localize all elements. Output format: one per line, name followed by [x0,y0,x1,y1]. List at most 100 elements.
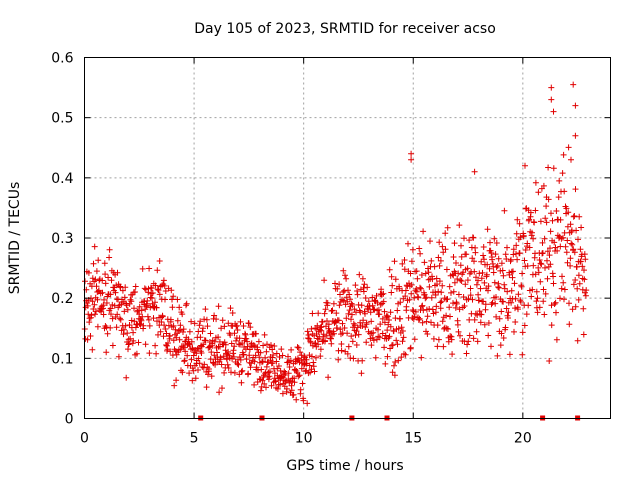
data-point [320,331,327,338]
data-point [238,368,245,375]
data-point [386,333,393,340]
data-point [537,278,544,285]
data-point [348,333,355,340]
data-point [440,343,447,350]
data-point [467,292,474,299]
data-point [364,284,371,291]
data-point [570,246,577,253]
data-point [485,320,492,326]
data-point [427,238,433,245]
data-point [379,291,385,298]
data-point [377,321,384,328]
data-point [173,377,180,384]
data-point [117,316,124,323]
data-point [230,347,237,354]
data-point [375,326,381,333]
data-point [179,369,186,376]
data-point [529,229,535,236]
data-point [239,367,246,374]
x-tick-label: 15 [404,431,422,447]
data-point [384,313,391,320]
data-point [559,273,565,280]
data-point [534,309,541,316]
data-point [363,339,370,346]
data-point [541,311,548,318]
data-point [408,150,415,157]
data-point [552,299,559,306]
data-point [359,323,366,329]
data-point [503,256,510,262]
data-point [435,288,442,295]
data-point [325,374,332,381]
data-point [519,329,526,336]
data-point [208,349,215,356]
data-point [176,336,183,343]
data-point [501,281,508,288]
data-point [484,226,491,233]
data-point [549,217,556,224]
data-point [471,258,477,265]
data-point [447,333,454,340]
data-point [521,322,528,329]
data-point [411,313,418,320]
data-point [408,156,415,163]
data-point [510,268,516,275]
data-point [383,312,390,319]
data-point [502,251,509,258]
data-point [315,310,322,317]
data-point [167,316,174,323]
data-point [557,216,564,223]
data-point [156,291,163,298]
data-point [384,327,391,334]
data-point [455,270,462,277]
data-point [442,230,449,237]
data-point [439,243,446,250]
data-point [551,239,558,246]
data-point [488,343,494,350]
data-point [423,294,430,301]
data-point [288,387,295,394]
data-point [456,222,463,229]
data-point [553,208,560,214]
data-point [570,81,577,88]
data-point [553,336,560,343]
data-point [93,283,100,290]
axis-ticks [84,57,611,419]
data-point [340,267,347,274]
data-point [124,306,131,313]
data-point [325,321,332,328]
data-point [268,342,274,349]
data-point [536,304,543,311]
data-point [93,268,100,275]
data-point [122,322,129,329]
data-point [492,251,499,258]
data-point [428,294,435,301]
data-point [408,258,415,265]
data-point [330,300,337,307]
data-point [464,277,471,284]
data-point [388,289,395,296]
data-point [209,342,216,349]
data-point [285,353,291,360]
data-point [496,284,503,291]
data-point [450,288,457,295]
data-point [566,300,572,307]
y-axis-label: SRMTID / TECUs [7,182,23,295]
data-point [102,323,109,329]
data-point [521,257,528,264]
data-point [156,258,163,264]
data-point [436,262,443,269]
data-point [480,244,487,250]
data-point [350,355,357,362]
data-point [557,295,563,302]
data-point [395,325,402,332]
data-point [450,300,456,307]
data-point [422,270,429,277]
data-point [380,290,387,297]
data-point [535,264,542,271]
data-point [285,370,292,377]
data-point [541,235,548,242]
data-point [489,256,496,263]
data-point [575,236,581,243]
data-point [505,309,512,316]
